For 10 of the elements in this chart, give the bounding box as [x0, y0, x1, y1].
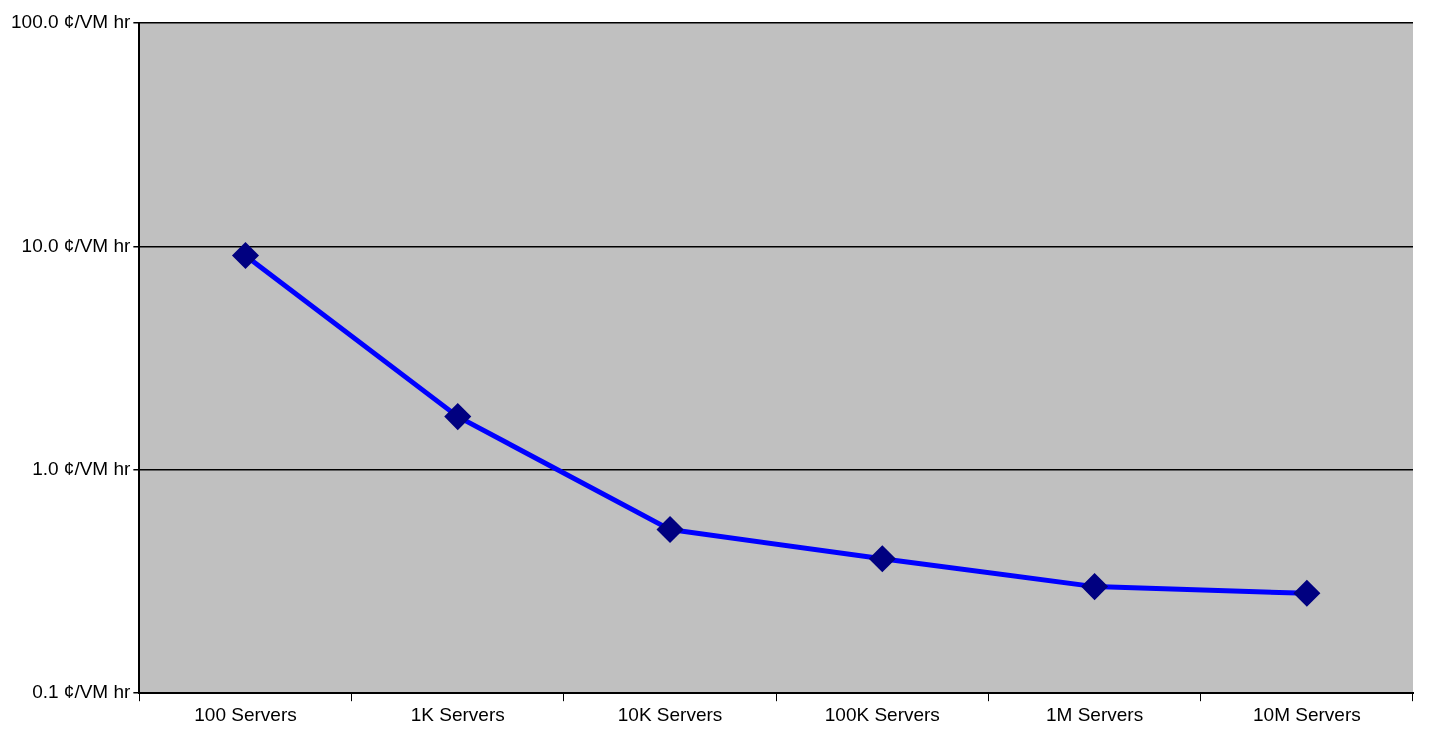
x-tick-label: 100 Servers [194, 703, 297, 725]
x-tick-label: 1M Servers [1046, 703, 1144, 725]
x-tick-label: 1K Servers [410, 703, 505, 725]
x-tick-label: 10K Servers [617, 703, 723, 725]
x-tick-label: 10M Servers [1253, 703, 1361, 725]
y-tick-label: 100.0 ¢/VM hr [11, 11, 132, 33]
y-tick-label: 1.0 ¢/VM hr [32, 458, 132, 480]
y-tick-label: 10.0 ¢/VM hr [21, 234, 132, 256]
y-tick-label: 0.1 ¢/VM hr [32, 681, 132, 703]
x-tick-label: 100K Servers [824, 703, 940, 725]
